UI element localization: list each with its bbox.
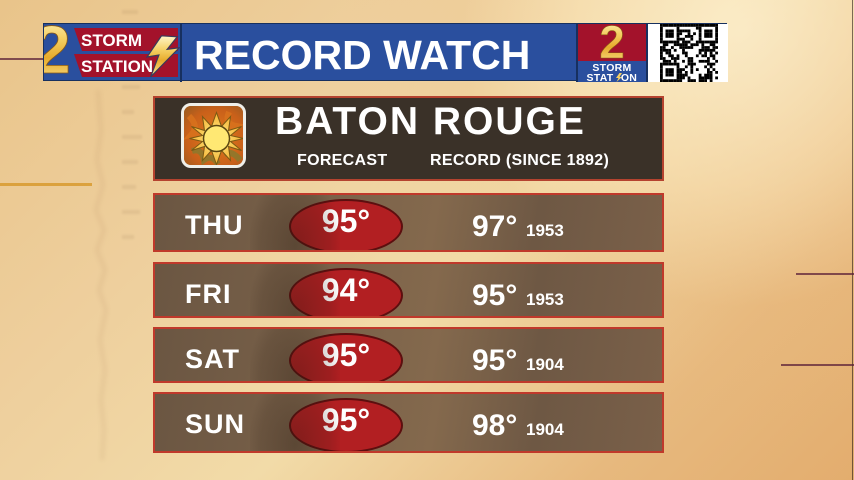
svg-text:2: 2 [44, 24, 71, 82]
svg-text:STATION: STATION [81, 57, 153, 76]
svg-text:ON: ON [621, 72, 637, 82]
svg-text:STAT: STAT [586, 72, 613, 82]
svg-text:STORM: STORM [81, 31, 142, 50]
